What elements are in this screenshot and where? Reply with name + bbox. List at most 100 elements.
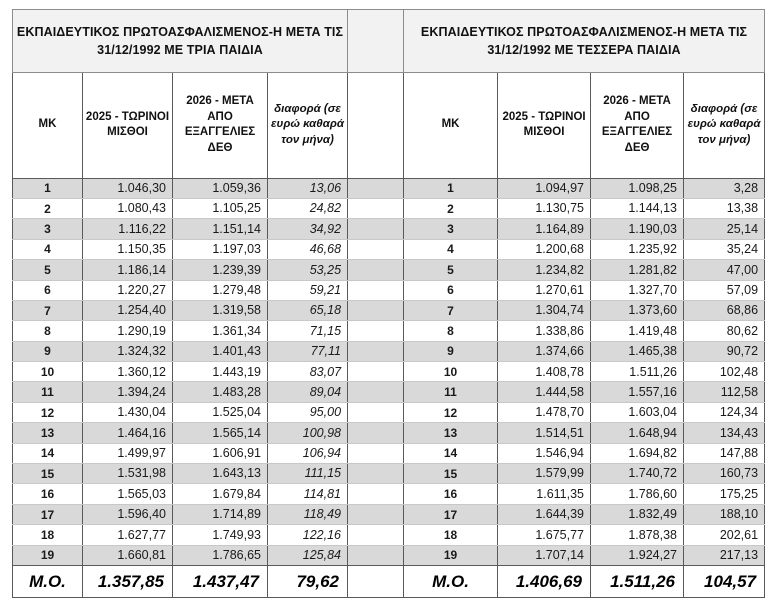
cell-salary-2025: 1.290,19 [82,320,173,342]
cell-salary-2025: 1.596,40 [82,503,173,526]
cell-mk: 3 [403,218,499,240]
cell-salary-2026: 1.465,38 [590,340,685,363]
cell-difference: 125,84 [266,544,349,567]
cell-mk: 11 [403,381,499,403]
table-row: 7 1.254,40 1.319,58 65,18 7 1.304,74 1.373,60 6… [12,299,766,322]
cell-salary-2026: 1.557,16 [590,381,685,403]
cell-difference: 118,49 [266,503,349,526]
cell-salary-2026: 1.511,26 [590,361,685,383]
row-spacer [347,422,404,444]
cell-salary-2025: 1.579,99 [497,463,592,485]
cell-mk: 4 [12,238,83,261]
cell-salary-2025: 1.304,74 [497,299,592,322]
cell-salary-2026: 1.565,14 [172,422,268,444]
cell-salary-2026: 1.327,70 [590,279,685,301]
cell-salary-2025: 1.565,03 [82,483,173,505]
cell-salary-2026: 1.197,03 [172,238,268,261]
cell-difference: 106,94 [266,442,349,465]
average-label: Μ.Ο. [403,565,499,598]
table-row: 8 1.290,19 1.361,34 71,15 8 1.338,86 1.419,48 8… [12,320,766,342]
table-row: 17 1.596,40 1.714,89 118,49 17 1.644,39 1.832,… [12,503,766,526]
row-spacer [347,463,404,485]
cell-salary-2025: 1.464,16 [82,422,173,444]
table-title-three-children: ΕΚΠΑΙΔΕΥΤΙΚΟΣ ΠΡΩΤΟΑΣΦΑΛΙΣΜΕΝΟΣ-Η ΜΕΤΑ Τ… [11,9,349,73]
cell-salary-2025: 1.514,51 [497,422,592,444]
cell-mk: 8 [403,320,499,342]
row-spacer [347,177,404,199]
cell-mk: 19 [403,544,499,567]
cell-difference: 68,86 [683,299,766,322]
cell-difference: 160,73 [683,463,766,485]
column-header-three-children-2: 2026 - ΜΕΤΑ ΑΠΟ ΕΞΑΓΓΕΛΙΕΣ ΔΕΘ [172,71,268,179]
cell-salary-2025: 1.200,68 [497,238,592,261]
cell-difference: 188,10 [683,503,766,526]
cell-difference: 202,61 [683,524,766,546]
table-title-four-children: ΕΚΠΑΙΔΕΥΤΙΚΟΣ ΠΡΩΤΟΑΣΦΑΛΙΣΜΕΝΟΣ-Η ΜΕΤΑ Τ… [403,9,766,73]
cell-salary-2026: 1.151,14 [172,218,268,240]
average-salary-2025: 1.357,85 [82,565,173,598]
cell-mk: 12 [12,401,83,424]
table-row: 11 1.394,24 1.483,28 89,04 11 1.444,58 1.557,1… [12,381,766,403]
cell-difference: 77,11 [266,340,349,363]
cell-mk: 15 [12,463,83,485]
cell-difference: 111,15 [266,463,349,485]
average-salary-2026: 1.437,47 [172,565,268,598]
table-row: 3 1.116,22 1.151,14 34,92 3 1.164,89 1.190,03 2… [12,218,766,240]
cell-salary-2025: 1.360,12 [82,361,173,383]
cell-salary-2025: 1.234,82 [497,259,592,281]
cell-salary-2026: 1.648,94 [590,422,685,444]
table-row: 4 1.150,35 1.197,03 46,68 4 1.200,68 1.235,92 3… [12,238,766,261]
row-spacer [347,238,404,261]
cell-mk: 2 [403,197,499,220]
cell-mk: 7 [12,299,83,322]
average-salary-2026: 1.511,26 [590,565,685,598]
table-row: 19 1.660,81 1.786,65 125,84 19 1.707,14 1.924,… [12,544,766,567]
cell-mk: 17 [12,503,83,526]
cell-difference: 13,38 [683,197,766,220]
average-row: Μ.Ο. 1.357,85 1.437,47 79,62 Μ.Ο. 1.406,69 1.5… [12,565,766,598]
row-spacer [347,544,404,567]
row-spacer [347,524,404,546]
cell-difference: 3,28 [683,177,766,199]
average-difference: 79,62 [266,565,349,598]
cell-mk: 13 [12,422,83,444]
cell-salary-2026: 1.281,82 [590,259,685,281]
cell-salary-2025: 1.116,22 [82,218,173,240]
cell-mk: 5 [12,259,83,281]
cell-difference: 95,00 [266,401,349,424]
cell-salary-2025: 1.675,77 [497,524,592,546]
cell-salary-2026: 1.643,13 [172,463,268,485]
table-row: 15 1.531,98 1.643,13 111,15 15 1.579,99 1.740,… [12,463,766,485]
cell-mk: 2 [12,197,83,220]
cell-salary-2025: 1.374,66 [497,340,592,363]
cell-salary-2025: 1.324,32 [82,340,173,363]
cell-difference: 134,43 [683,422,766,444]
cell-salary-2025: 1.408,78 [497,361,592,383]
cell-mk: 6 [403,279,499,301]
cell-salary-2026: 1.832,49 [590,503,685,526]
cell-mk: 6 [12,279,83,301]
cell-mk: 12 [403,401,499,424]
cell-salary-2026: 1.105,25 [172,197,268,220]
cell-salary-2025: 1.499,97 [82,442,173,465]
cell-salary-2025: 1.478,70 [497,401,592,424]
cell-salary-2025: 1.546,94 [497,442,592,465]
table-row: 6 1.220,27 1.279,48 59,21 6 1.270,61 1.327,70 5… [12,279,766,301]
table-row: 1 1.046,30 1.059,36 13,06 1 1.094,97 1.098,25 3… [12,177,766,199]
cell-salary-2025: 1.080,43 [82,197,173,220]
column-header-four-children-0: ΜΚ [403,71,499,179]
cell-mk: 18 [12,524,83,546]
cell-salary-2026: 1.740,72 [590,463,685,485]
cell-salary-2026: 1.190,03 [590,218,685,240]
cell-mk: 1 [12,177,83,199]
cell-difference: 80,62 [683,320,766,342]
cell-mk: 10 [12,361,83,383]
table-row: 5 1.186,14 1.239,39 53,25 5 1.234,82 1.281,82 4… [12,259,766,281]
cell-salary-2026: 1.714,89 [172,503,268,526]
cell-difference: 65,18 [266,299,349,322]
cell-mk: 17 [403,503,499,526]
cell-mk: 3 [12,218,83,240]
table-row: 13 1.464,16 1.565,14 100,98 13 1.514,51 1.648,… [12,422,766,444]
cell-salary-2025: 1.254,40 [82,299,173,322]
